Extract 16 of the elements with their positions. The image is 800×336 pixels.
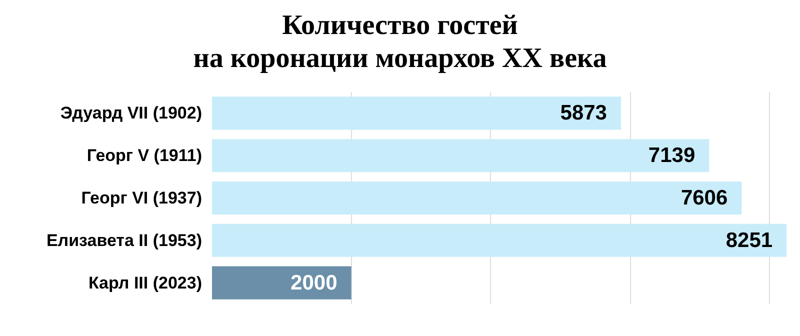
data-label: 5873	[560, 102, 607, 125]
y-tick-label: Карл III (2023)	[88, 273, 202, 292]
data-label: 7139	[648, 144, 696, 168]
bar	[212, 181, 742, 215]
bar	[212, 266, 352, 300]
y-tick-label: Елизавета II (1953)	[46, 230, 202, 250]
data-label: 2000	[290, 271, 338, 294]
data-label: 8251	[726, 228, 773, 252]
y-tick-label: Георг VI (1937)	[81, 188, 202, 208]
data-label: 7606	[680, 186, 728, 210]
bar	[212, 96, 621, 130]
bar	[212, 139, 710, 172]
bar	[212, 224, 787, 257]
y-tick-label: Эдуард VII (1902)	[60, 104, 202, 123]
y-tick-label: Георг V (1911)	[86, 146, 202, 166]
chart-title: Количество гостей на коронации монархов XX века	[193, 10, 607, 74]
